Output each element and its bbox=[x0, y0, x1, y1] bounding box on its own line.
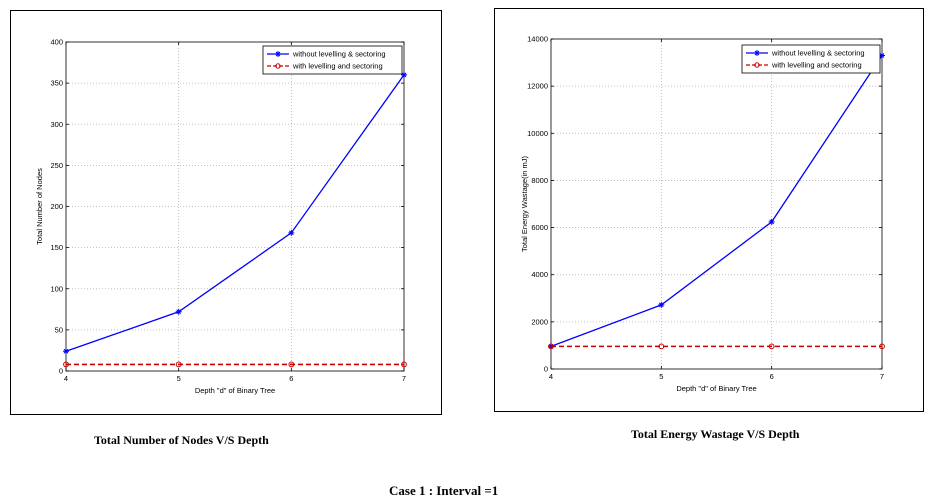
data-point-star bbox=[401, 71, 407, 78]
data-point-circle bbox=[658, 343, 665, 350]
data-point-circle bbox=[768, 343, 775, 350]
x-tick-label: 7 bbox=[402, 374, 406, 383]
case-caption: Case 1 : Interval =1 bbox=[389, 483, 499, 498]
data-point-star bbox=[175, 308, 182, 315]
y-tick-label: 200 bbox=[50, 202, 63, 211]
legend-label: without levelling & sectoring bbox=[292, 50, 386, 59]
x-tick-label: 5 bbox=[177, 374, 181, 383]
y-tick-label: 50 bbox=[55, 325, 63, 334]
right-figure-caption: Total Energy Wastage V/S Depth bbox=[631, 427, 800, 441]
series-line bbox=[65, 74, 405, 352]
y-tick-label: 250 bbox=[50, 161, 63, 170]
data-point-circle bbox=[879, 343, 885, 350]
y-tick-label: 14000 bbox=[527, 35, 548, 44]
y-tick-label: 300 bbox=[50, 120, 63, 129]
nodes-vs-depth-chart: 0 50 100 150 200 250 300 350 400 4 5 6 7 Depth "d" of… bbox=[35, 38, 407, 395]
x-axis-label: Depth "d" of Binary Tree bbox=[195, 386, 275, 395]
legend-box bbox=[741, 44, 881, 74]
data-point-star bbox=[288, 229, 295, 236]
y-axis-label: Total Energy Wastage(in mJ) bbox=[520, 155, 529, 252]
energy-vs-depth-chart: 0 2000 4000 6000 8000 10000 12000 14000 4 5 6 7 Dept… bbox=[520, 35, 885, 393]
y-tick-label: 2000 bbox=[531, 317, 548, 326]
y-tick-label: 4000 bbox=[531, 270, 548, 279]
data-point-circle bbox=[63, 361, 69, 368]
y-tick-label: 100 bbox=[50, 284, 63, 293]
y-axis-label: Total Number of Nodes bbox=[35, 168, 44, 245]
left-figure-frame: 0 50 100 150 200 250 300 350 400 4 5 6 7 Depth "d" of… bbox=[10, 10, 442, 415]
x-tick-label: 6 bbox=[289, 374, 293, 383]
data-point-circle bbox=[175, 361, 182, 368]
x-tick-label: 6 bbox=[770, 372, 774, 381]
data-point-circle bbox=[288, 361, 295, 368]
y-tick-label: 8000 bbox=[531, 176, 548, 185]
legend-marker-star bbox=[275, 51, 281, 57]
right-figure-frame: 0 2000 4000 6000 8000 10000 12000 14000 4 5 6 7 Dept… bbox=[494, 8, 924, 412]
legend-label: without levelling & sectoring bbox=[771, 49, 865, 58]
data-point-star bbox=[63, 348, 69, 355]
y-tick-label: 10000 bbox=[527, 129, 548, 138]
data-point-star bbox=[879, 52, 885, 59]
y-tick-label: 0 bbox=[59, 367, 63, 376]
y-tick-label: 150 bbox=[50, 243, 63, 252]
x-tick-label: 4 bbox=[64, 374, 68, 383]
left-figure-caption: Total Number of Nodes V/S Depth bbox=[94, 433, 269, 447]
data-point-circle bbox=[401, 361, 407, 368]
legend-marker-circle bbox=[754, 62, 760, 68]
x-axis-label: Depth "d" of Binary Tree bbox=[676, 384, 756, 393]
legend-label: with levelling and sectoring bbox=[771, 61, 862, 70]
legend-label: with levelling and sectoring bbox=[292, 62, 383, 71]
x-tick-label: 5 bbox=[659, 372, 663, 381]
y-tick-label: 350 bbox=[50, 79, 63, 88]
data-point-circle bbox=[548, 343, 554, 350]
y-tick-label: 0 bbox=[544, 365, 548, 374]
data-point-star bbox=[658, 301, 665, 308]
y-tick-label: 12000 bbox=[527, 82, 548, 91]
legend-marker-star bbox=[754, 50, 760, 56]
data-point-star bbox=[768, 218, 775, 225]
y-tick-label: 6000 bbox=[531, 223, 548, 232]
x-tick-label: 7 bbox=[880, 372, 884, 381]
series-line bbox=[550, 55, 883, 347]
plot-area-border bbox=[550, 38, 883, 370]
y-tick-label: 400 bbox=[50, 38, 63, 47]
x-tick-label: 4 bbox=[549, 372, 553, 381]
legend-marker-circle bbox=[275, 63, 281, 69]
legend-box bbox=[262, 45, 403, 75]
